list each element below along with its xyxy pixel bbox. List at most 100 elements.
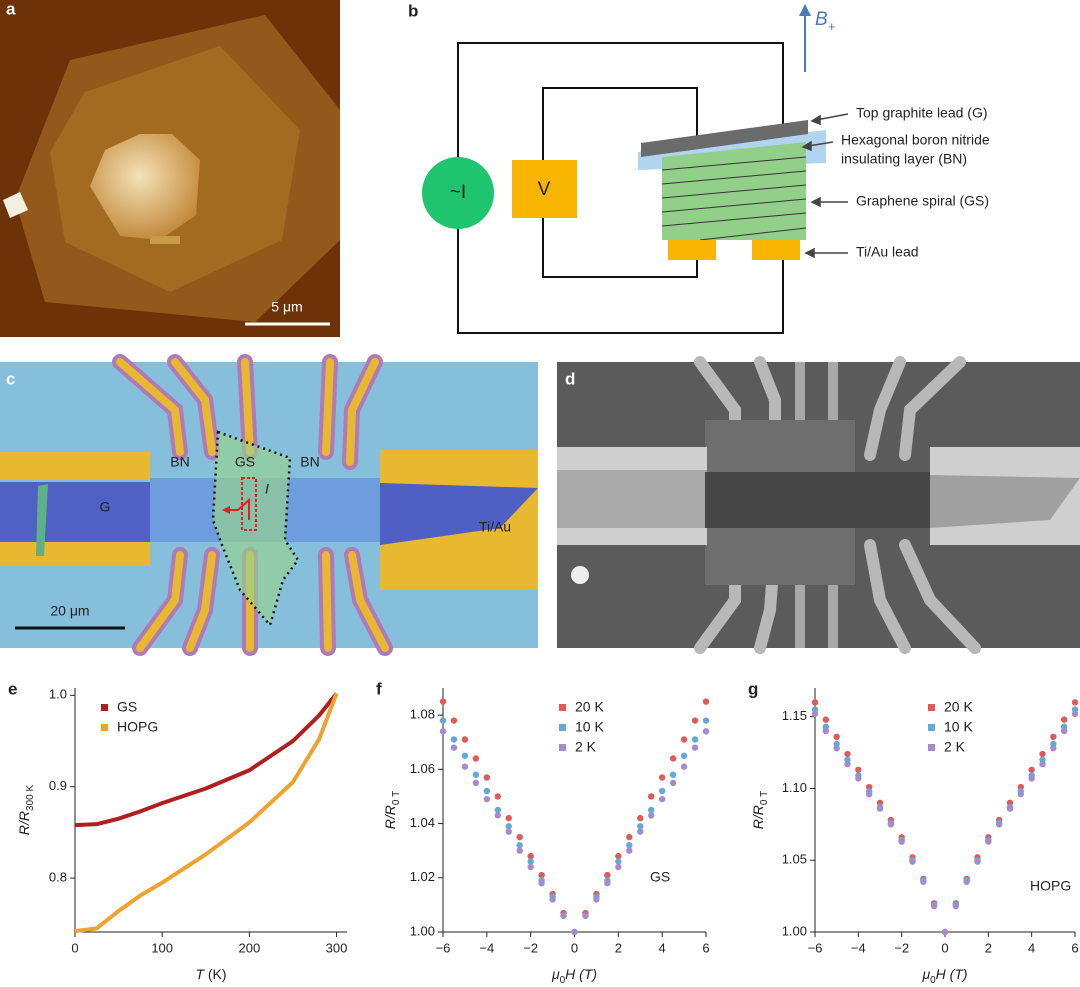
x-tick-label: 0 <box>71 940 78 955</box>
x-tick-label: −4 <box>851 940 866 955</box>
data-point <box>691 744 699 751</box>
diagram-label: Ti/Au lead <box>856 244 919 260</box>
data-point <box>648 812 655 819</box>
data-point <box>811 710 819 718</box>
image-label: GS <box>235 454 255 470</box>
data-point <box>1039 750 1046 758</box>
data-point <box>505 828 512 835</box>
data-point <box>1071 710 1079 718</box>
data-point <box>844 750 851 758</box>
x-axis-label-rest: H (T) <box>565 966 597 982</box>
data-point <box>658 774 666 781</box>
image-label: BN <box>300 454 319 470</box>
data-point <box>1060 727 1068 735</box>
x-tick-label: 2 <box>615 940 622 955</box>
x-tick-label: 300 <box>326 940 348 955</box>
data-point <box>439 728 447 735</box>
field-subscript: + <box>828 19 836 34</box>
data-point <box>811 699 819 706</box>
data-point <box>1006 805 1014 812</box>
data-point <box>439 717 447 724</box>
data-point <box>985 838 992 845</box>
data-point <box>527 858 534 865</box>
data-point <box>865 791 873 798</box>
x-tick-label: 0 <box>571 940 578 955</box>
data-point <box>855 766 862 774</box>
data-point <box>822 727 830 735</box>
data-point <box>833 733 840 740</box>
legend-label: HOPG <box>117 719 158 735</box>
data-point <box>637 814 644 822</box>
data-point <box>658 787 666 795</box>
data-point <box>669 771 677 778</box>
y-axis-label-main: R/R <box>382 805 398 829</box>
y-axis-label: R/R0 T <box>382 791 402 829</box>
panel-label: e <box>8 679 17 698</box>
data-point <box>691 717 699 724</box>
data-point <box>952 902 960 910</box>
x-tick-label: 200 <box>239 940 261 955</box>
y-axis-label-sub: 300 K <box>25 785 36 811</box>
panel-label: d <box>565 369 575 388</box>
y-tick-label: 1.0 <box>49 687 67 702</box>
x-tick-label: −2 <box>894 940 909 955</box>
y-axis-label: R/R0 T <box>750 791 770 829</box>
data-point <box>691 736 699 743</box>
x-axis-label-main: μ <box>551 966 560 982</box>
data-point <box>461 752 469 759</box>
data-point <box>626 833 633 841</box>
panel-label: g <box>748 679 758 698</box>
data-point <box>483 787 491 795</box>
legend-label: 20 K <box>575 699 604 715</box>
data-point <box>615 858 622 865</box>
scale-bar-label: 20 μm <box>50 603 89 619</box>
x-tick-label: −6 <box>436 940 451 955</box>
legend-label: 10 K <box>944 719 973 735</box>
data-point <box>538 871 545 879</box>
data-line <box>74 692 339 828</box>
x-tick-label: 4 <box>659 940 666 955</box>
annotation: HOPG <box>1030 878 1071 894</box>
data-point <box>527 852 534 860</box>
x-tick-label: −2 <box>523 940 538 955</box>
y-tick-label: 1.00 <box>782 923 807 938</box>
data-point <box>461 736 469 743</box>
data-line <box>74 692 339 934</box>
data-point <box>648 793 655 800</box>
y-tick-label: 0.9 <box>49 778 67 793</box>
y-tick-label: 1.08 <box>410 707 435 722</box>
data-point <box>450 717 458 724</box>
legend-label: 2 K <box>944 739 966 755</box>
data-point <box>483 795 491 803</box>
panel-label: f <box>376 679 382 698</box>
data-point <box>615 863 622 871</box>
data-point <box>876 805 884 812</box>
data-point <box>1028 775 1035 782</box>
y-tick-label: 1.10 <box>782 780 807 795</box>
data-point <box>516 847 523 854</box>
data-point <box>505 823 512 830</box>
x-axis-label-sub: 0 <box>930 975 936 986</box>
data-point <box>669 779 677 787</box>
data-point <box>680 736 688 743</box>
diagram-label: insulating layer (BN) <box>841 151 967 167</box>
x-tick-label: 2 <box>985 940 992 955</box>
data-point <box>1071 699 1079 706</box>
y-axis-label-sub: 0 T <box>759 791 770 805</box>
data-point <box>833 745 840 752</box>
data-point <box>626 847 633 854</box>
x-axis-label-rest: H (T) <box>936 966 968 982</box>
panel-label: b <box>408 1 418 20</box>
data-point <box>1060 716 1068 723</box>
data-point <box>669 755 677 762</box>
data-point <box>472 771 480 778</box>
data-point <box>450 744 458 751</box>
data-point <box>527 863 534 871</box>
source-label: ~I <box>450 182 466 203</box>
legend-label: 20 K <box>944 699 973 715</box>
field-label: B <box>815 9 828 30</box>
data-point <box>472 779 480 787</box>
x-axis-label-main: T <box>195 966 205 982</box>
data-point <box>538 880 545 887</box>
